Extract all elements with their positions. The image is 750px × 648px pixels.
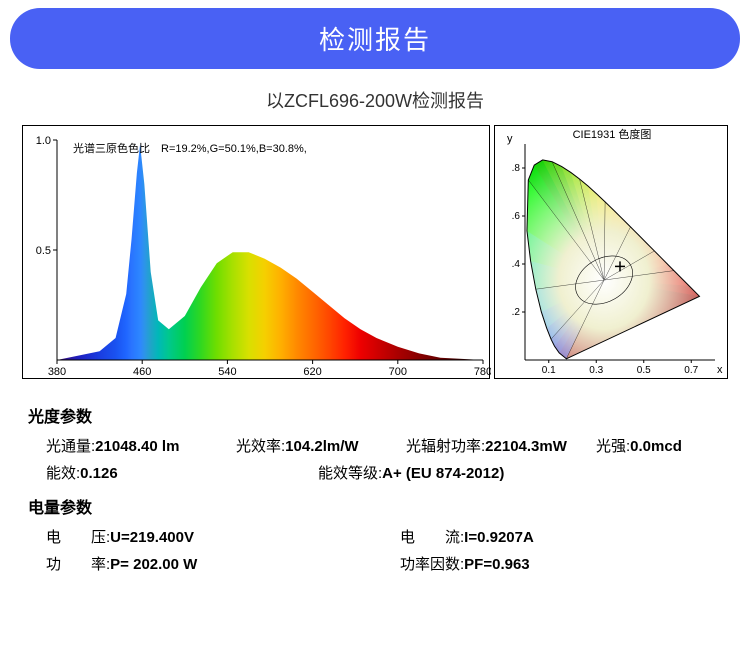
- svg-text:0.3: 0.3: [589, 365, 603, 376]
- pf-cell: 功率因数:PF=0.963: [400, 551, 530, 579]
- chart-row: 0.5 1.0 380 460 540 620 700 780 光谱三原色色比 R=19.2%,…: [0, 125, 750, 379]
- flux-cell: 光通量:21048.40 lm: [46, 433, 236, 461]
- intensity-cell: 光强:0.0mcd: [596, 433, 682, 461]
- efficacy-cell: 光效率:104.2lm/W: [236, 433, 406, 461]
- svg-text:.4: .4: [512, 259, 521, 270]
- cie-chart: .2 .4 .6 .8 0.1 0.3 0.5 0.7 y x CIE1931 色度图: [494, 125, 728, 379]
- svg-text:380: 380: [48, 366, 66, 378]
- svg-text:光谱三原色色比 R=19.2%,G=50.1%,B=30.8: 光谱三原色色比 R=19.2%,G=50.1%,B=30.8%,: [73, 141, 307, 155]
- svg-text:0.5: 0.5: [637, 365, 651, 376]
- power-cell: 功 率:P= 202.00 W: [46, 551, 400, 579]
- spectrum-chart: 0.5 1.0 380 460 540 620 700 780 光谱三原色色比 R=19.2%,…: [22, 125, 490, 379]
- current-cell: 电 流:I=0.9207A: [400, 524, 534, 552]
- svg-text:y: y: [507, 133, 513, 145]
- photometric-row2: 能效:0.126 能效等级:A+ (EU 874-2012): [28, 460, 722, 488]
- svg-text:x: x: [717, 364, 723, 376]
- svg-text:.6: .6: [512, 211, 521, 222]
- voltage-cell: 电 压:U=219.400V: [46, 524, 400, 552]
- header-title: 检测报告: [319, 25, 431, 55]
- svg-text:780: 780: [474, 366, 491, 378]
- photometric-row1: 光通量:21048.40 lm 光效率:104.2lm/W 光辐射功率:2210…: [28, 433, 722, 461]
- report-header: 检测报告: [10, 8, 740, 69]
- svg-text:460: 460: [133, 366, 151, 378]
- cie-svg: .2 .4 .6 .8 0.1 0.3 0.5 0.7 y x CIE1931 色度图: [495, 126, 729, 380]
- eff-cell: 能效:0.126: [46, 460, 318, 488]
- params-block: 光度参数 光通量:21048.40 lm 光效率:104.2lm/W 光辐射功率…: [0, 379, 750, 597]
- electrical-row2: 功 率:P= 202.00 W 功率因数:PF=0.963: [28, 551, 722, 579]
- electrical-heading: 电量参数: [28, 494, 722, 524]
- svg-text:540: 540: [218, 366, 236, 378]
- radiant-cell: 光辐射功率:22104.3mW: [406, 433, 596, 461]
- photometric-heading: 光度参数: [28, 403, 722, 433]
- svg-text:0.1: 0.1: [542, 365, 556, 376]
- electrical-row1: 电 压:U=219.400V 电 流:I=0.9207A: [28, 524, 722, 552]
- svg-text:0.7: 0.7: [684, 365, 698, 376]
- report-subtitle: 以ZCFL696-200W检测报告: [0, 69, 750, 125]
- spectrum-svg: 0.5 1.0 380 460 540 620 700 780 光谱三原色色比 R=19.2%,…: [23, 126, 491, 380]
- svg-text:620: 620: [303, 366, 321, 378]
- svg-text:700: 700: [389, 366, 407, 378]
- svg-text:0.5: 0.5: [36, 245, 51, 257]
- svg-text:CIE1931 色度图: CIE1931 色度图: [573, 127, 652, 141]
- svg-text:.8: .8: [512, 163, 521, 174]
- grade-cell: 能效等级:A+ (EU 874-2012): [318, 460, 504, 488]
- svg-text:1.0: 1.0: [36, 135, 51, 147]
- svg-text:.2: .2: [512, 307, 521, 318]
